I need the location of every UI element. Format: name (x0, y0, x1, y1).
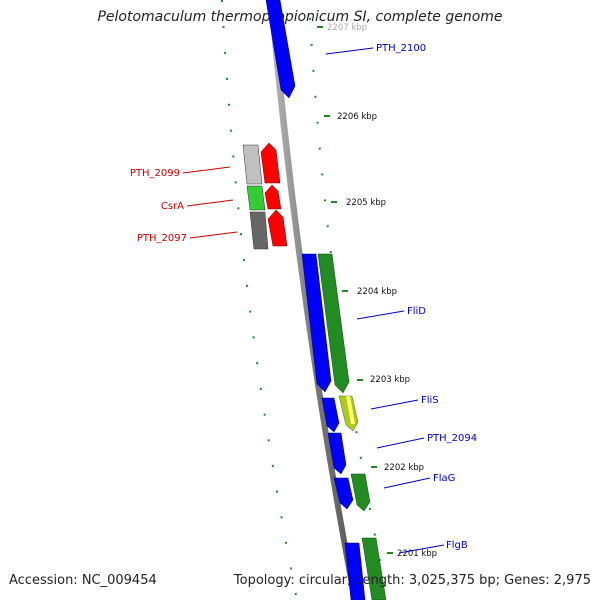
map-title: Pelotomaculum thermopropionicum SI, comp… (97, 9, 503, 25)
leader-lines-reverse (182, 166, 238, 239)
leader-lines-forward (325, 47, 445, 554)
forward-gene-track (317, 253, 387, 600)
scale-ticks (317, 26, 393, 554)
cds-pth2097[interactable] (267, 209, 288, 247)
scale-label-2206: 2206 kbp (337, 112, 377, 122)
scale-label-2207: 2207 kbp (327, 23, 367, 33)
cds-pth2100[interactable] (265, 0, 296, 99)
reverse-gene-labels: PTH_2099 CsrA PTH_2097 (130, 168, 187, 244)
scale-label-2202: 2202 kbp (384, 463, 424, 473)
cds-flgB[interactable] (344, 542, 366, 600)
gene-csrA[interactable] (246, 185, 266, 211)
gene-pth2097[interactable] (249, 211, 269, 250)
label-pth2100[interactable]: PTH_2100 (376, 43, 426, 54)
cds-pth2094[interactable] (327, 432, 347, 475)
cds-pth2099[interactable] (260, 142, 281, 184)
forward-cds-track (265, 0, 366, 600)
scale-label-2203: 2203 kbp (370, 375, 410, 385)
reverse-gene-track (242, 144, 269, 250)
cds-fliD[interactable] (301, 253, 332, 393)
label-pth2099[interactable]: PTH_2099 (130, 168, 180, 179)
gene-fliS-group[interactable] (338, 395, 359, 432)
cds-csrA[interactable] (264, 184, 282, 210)
label-pth2097[interactable]: PTH_2097 (137, 233, 187, 244)
scale-labels: 2207 kbp 2206 kbp 2205 kbp 2204 kbp 2203… (327, 23, 437, 559)
label-flgB[interactable]: FlgB (446, 540, 468, 551)
label-fliS[interactable]: FliS (421, 395, 439, 406)
cds-fliS[interactable] (321, 397, 340, 433)
cds-flaG[interactable] (333, 477, 354, 510)
gene-fliS-inner (346, 396, 355, 424)
gene-fliD[interactable] (317, 253, 350, 394)
accession-text: Accession: NC_009454 (9, 573, 157, 588)
reverse-cds-track (260, 142, 288, 247)
genome-summary: Topology: circular; Length: 3,025,375 bp… (233, 573, 591, 588)
label-fliD[interactable]: FliD (407, 306, 426, 317)
scale-label-2205: 2205 kbp (346, 198, 386, 208)
scale-label-2204: 2204 kbp (357, 287, 397, 297)
gene-pth2099[interactable] (242, 144, 263, 185)
forward-gene-labels: PTH_2100 FliD FliS PTH_2094 FlaG FlgB (376, 43, 477, 551)
label-flaG[interactable]: FlaG (433, 473, 455, 484)
label-pth2094[interactable]: PTH_2094 (427, 433, 477, 444)
label-csrA[interactable]: CsrA (161, 201, 184, 212)
scale-label-2201: 2201 kbp (397, 549, 437, 559)
gene-flgB[interactable] (361, 537, 387, 600)
gene-flaG[interactable] (350, 473, 371, 512)
